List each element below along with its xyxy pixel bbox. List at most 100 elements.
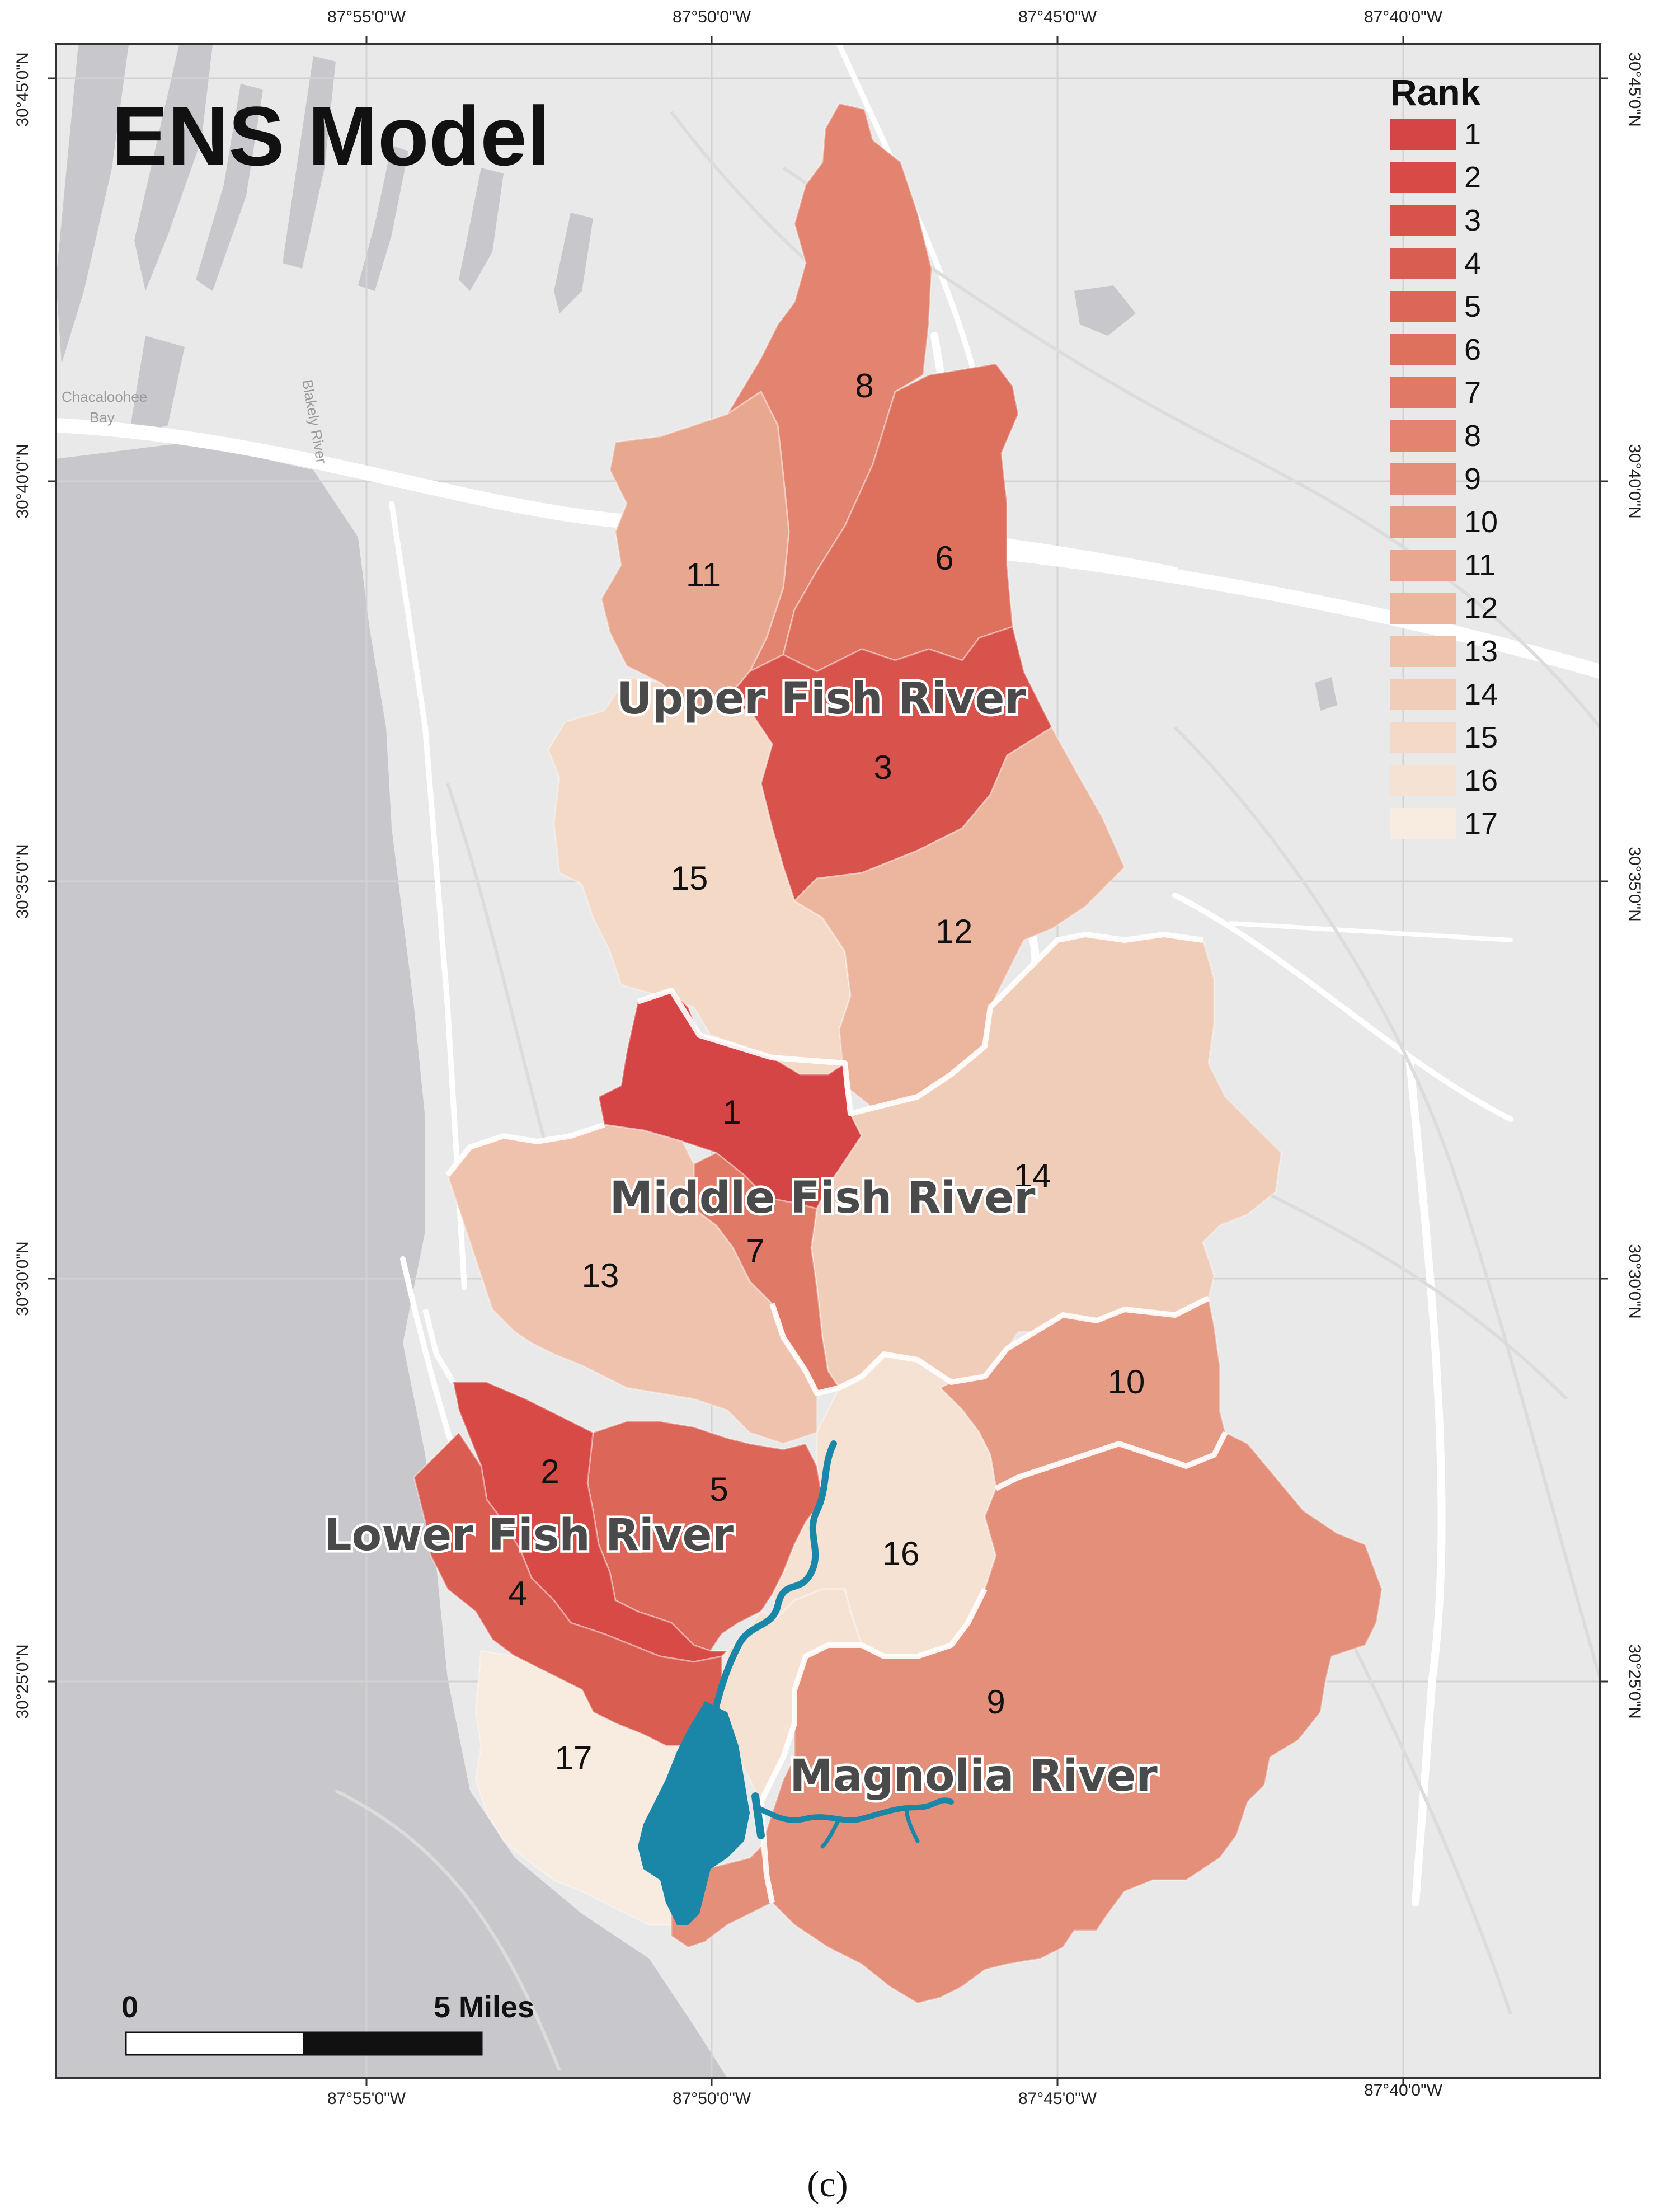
right-tick-label: 30°25'0"N <box>1625 1644 1644 1718</box>
left-tick-label: 30°30'0"N <box>13 1241 32 1316</box>
subbasin-layer <box>413 102 1383 2004</box>
rank-label: 17 <box>555 1739 593 1777</box>
region-label-magnolia: Magnolia River <box>789 1751 1158 1801</box>
region-boundaries <box>422 932 1228 1903</box>
region-label-upper: Upper Fish River <box>617 674 1026 724</box>
map-canvas: Chacaloohee Bay Blakely River <box>56 44 1600 2078</box>
legend-label-14: 14 <box>1464 678 1498 711</box>
figure-caption: (c) <box>807 2164 848 2205</box>
rank-label: 4 <box>508 1575 526 1612</box>
bay-label: Chacaloohee <box>62 388 147 405</box>
right-tick-label: 30°35'0"N <box>1625 847 1644 921</box>
right-axis-ticks: 30°45'0"N 30°40'0"N 30°35'0"N 30°30'0"N … <box>1625 52 1644 1718</box>
top-axis-ticks: 87°55'0"W 87°50'0"W 87°45'0"W 87°40'0"W <box>327 8 1443 26</box>
right-tick-label: 30°30'0"N <box>1625 1244 1644 1318</box>
rank-label: 16 <box>882 1535 920 1572</box>
legend-swatch-9 <box>1390 463 1456 495</box>
legend-label-15: 15 <box>1464 721 1498 754</box>
legend-label-16: 16 <box>1464 764 1498 797</box>
legend-swatch-12 <box>1390 593 1456 624</box>
top-tick-label: 87°40'0"W <box>1364 8 1443 26</box>
rank-label: 7 <box>746 1232 764 1270</box>
legend-label-11: 11 <box>1464 548 1496 582</box>
subbasin-5[interactable] <box>586 1420 824 1652</box>
bottom-tick-label: 87°45'0"W <box>1018 2089 1097 2108</box>
left-tick-label: 30°25'0"N <box>13 1644 32 1718</box>
legend-swatch-8 <box>1390 420 1456 452</box>
legend-label-1: 1 <box>1464 118 1481 151</box>
scale-bar-white-segment <box>125 2031 305 2056</box>
bay-label: Bay <box>90 409 115 426</box>
legend-label-4: 4 <box>1464 247 1481 280</box>
top-tick-label: 87°50'0"W <box>673 8 751 26</box>
legend-swatch-13 <box>1390 636 1456 667</box>
top-tick-label: 87°55'0"W <box>327 8 406 26</box>
scale-bar-black-segment <box>303 2031 483 2056</box>
subbasin-13[interactable] <box>446 1124 818 1445</box>
legend-label-10: 10 <box>1464 505 1498 539</box>
right-tick-label: 30°45'0"N <box>1625 52 1644 126</box>
legend-swatch-10 <box>1390 506 1456 538</box>
legend-swatch-15 <box>1390 722 1456 753</box>
rank-label: 11 <box>686 556 721 594</box>
legend-label-3: 3 <box>1464 204 1481 237</box>
map-frame <box>55 43 1601 2079</box>
right-tick-label: 30°40'0"N <box>1625 444 1644 518</box>
rank-label: 14 <box>1014 1157 1051 1195</box>
bottom-tick-label: 87°50'0"W <box>673 2089 751 2108</box>
legend-swatch-6 <box>1390 334 1456 365</box>
weeks-bay <box>638 1701 750 1925</box>
legend-label-9: 9 <box>1464 462 1481 496</box>
region-label-lower: Lower Fish River <box>324 1510 734 1561</box>
frame-tick-marks <box>48 36 1608 2086</box>
left-tick-label: 30°40'0"N <box>13 444 32 518</box>
lake <box>1315 677 1337 711</box>
scale-bar: 0 5 Miles <box>121 1990 534 2056</box>
magnolia-river <box>751 1792 954 1849</box>
legend-label-2: 2 <box>1464 161 1481 194</box>
legend-label-12: 12 <box>1464 591 1498 625</box>
scale-start-label: 0 <box>121 1990 138 2024</box>
scale-end-label: 5 Miles <box>434 1990 534 2024</box>
legend-label-8: 8 <box>1464 419 1481 453</box>
rank-label: 13 <box>582 1257 619 1294</box>
lake <box>1074 285 1136 336</box>
top-tick-label: 87°45'0"W <box>1018 8 1097 26</box>
left-tick-label: 30°35'0"N <box>13 844 32 918</box>
legend-swatch-14 <box>1390 679 1456 710</box>
legend-label-5: 5 <box>1464 290 1481 323</box>
legend-label-17: 17 <box>1464 807 1498 840</box>
rank-label: 12 <box>935 913 973 950</box>
rank-label: 15 <box>671 860 708 897</box>
legend-label-6: 6 <box>1464 333 1481 367</box>
legend-swatch-3 <box>1390 205 1456 236</box>
legend-swatch-5 <box>1390 291 1456 322</box>
bottom-tick-label: 87°55'0"W <box>327 2089 406 2108</box>
region-label-middle: Middle Fish River <box>610 1173 1036 1223</box>
mobile-bay <box>56 442 727 2078</box>
legend-swatch-2 <box>1390 162 1456 193</box>
rank-label: 1 <box>722 1093 741 1131</box>
legend-swatch-4 <box>1390 248 1456 279</box>
legend-swatch-1 <box>1390 119 1456 150</box>
legend-swatch-7 <box>1390 377 1456 408</box>
rank-label: 10 <box>1108 1363 1145 1401</box>
rank-label: 8 <box>855 367 873 405</box>
map-title: ENS Model <box>112 89 550 183</box>
legend-title: Rank <box>1390 72 1481 113</box>
legend-label-13: 13 <box>1464 635 1498 668</box>
legend-swatch-16 <box>1390 765 1456 796</box>
bottom-axis-ticks: 87°55'0"W 87°50'0"W 87°45'0"W 87°40'0"W <box>327 2081 1443 2108</box>
legend-label-7: 7 <box>1464 376 1481 410</box>
rank-labels: 8 6 11 3 15 12 1 14 7 13 10 2 5 16 4 9 1… <box>508 367 1145 1777</box>
legend-swatch-17 <box>1390 808 1456 839</box>
delta-channels <box>56 45 593 436</box>
left-axis-ticks: 30°45'0"N 30°40'0"N 30°35'0"N 30°30'0"N … <box>13 52 32 1718</box>
rank-label: 3 <box>873 749 892 786</box>
rank-label: 2 <box>540 1453 559 1490</box>
left-tick-label: 30°45'0"N <box>13 52 32 126</box>
subbasin-12[interactable] <box>793 726 1126 1109</box>
